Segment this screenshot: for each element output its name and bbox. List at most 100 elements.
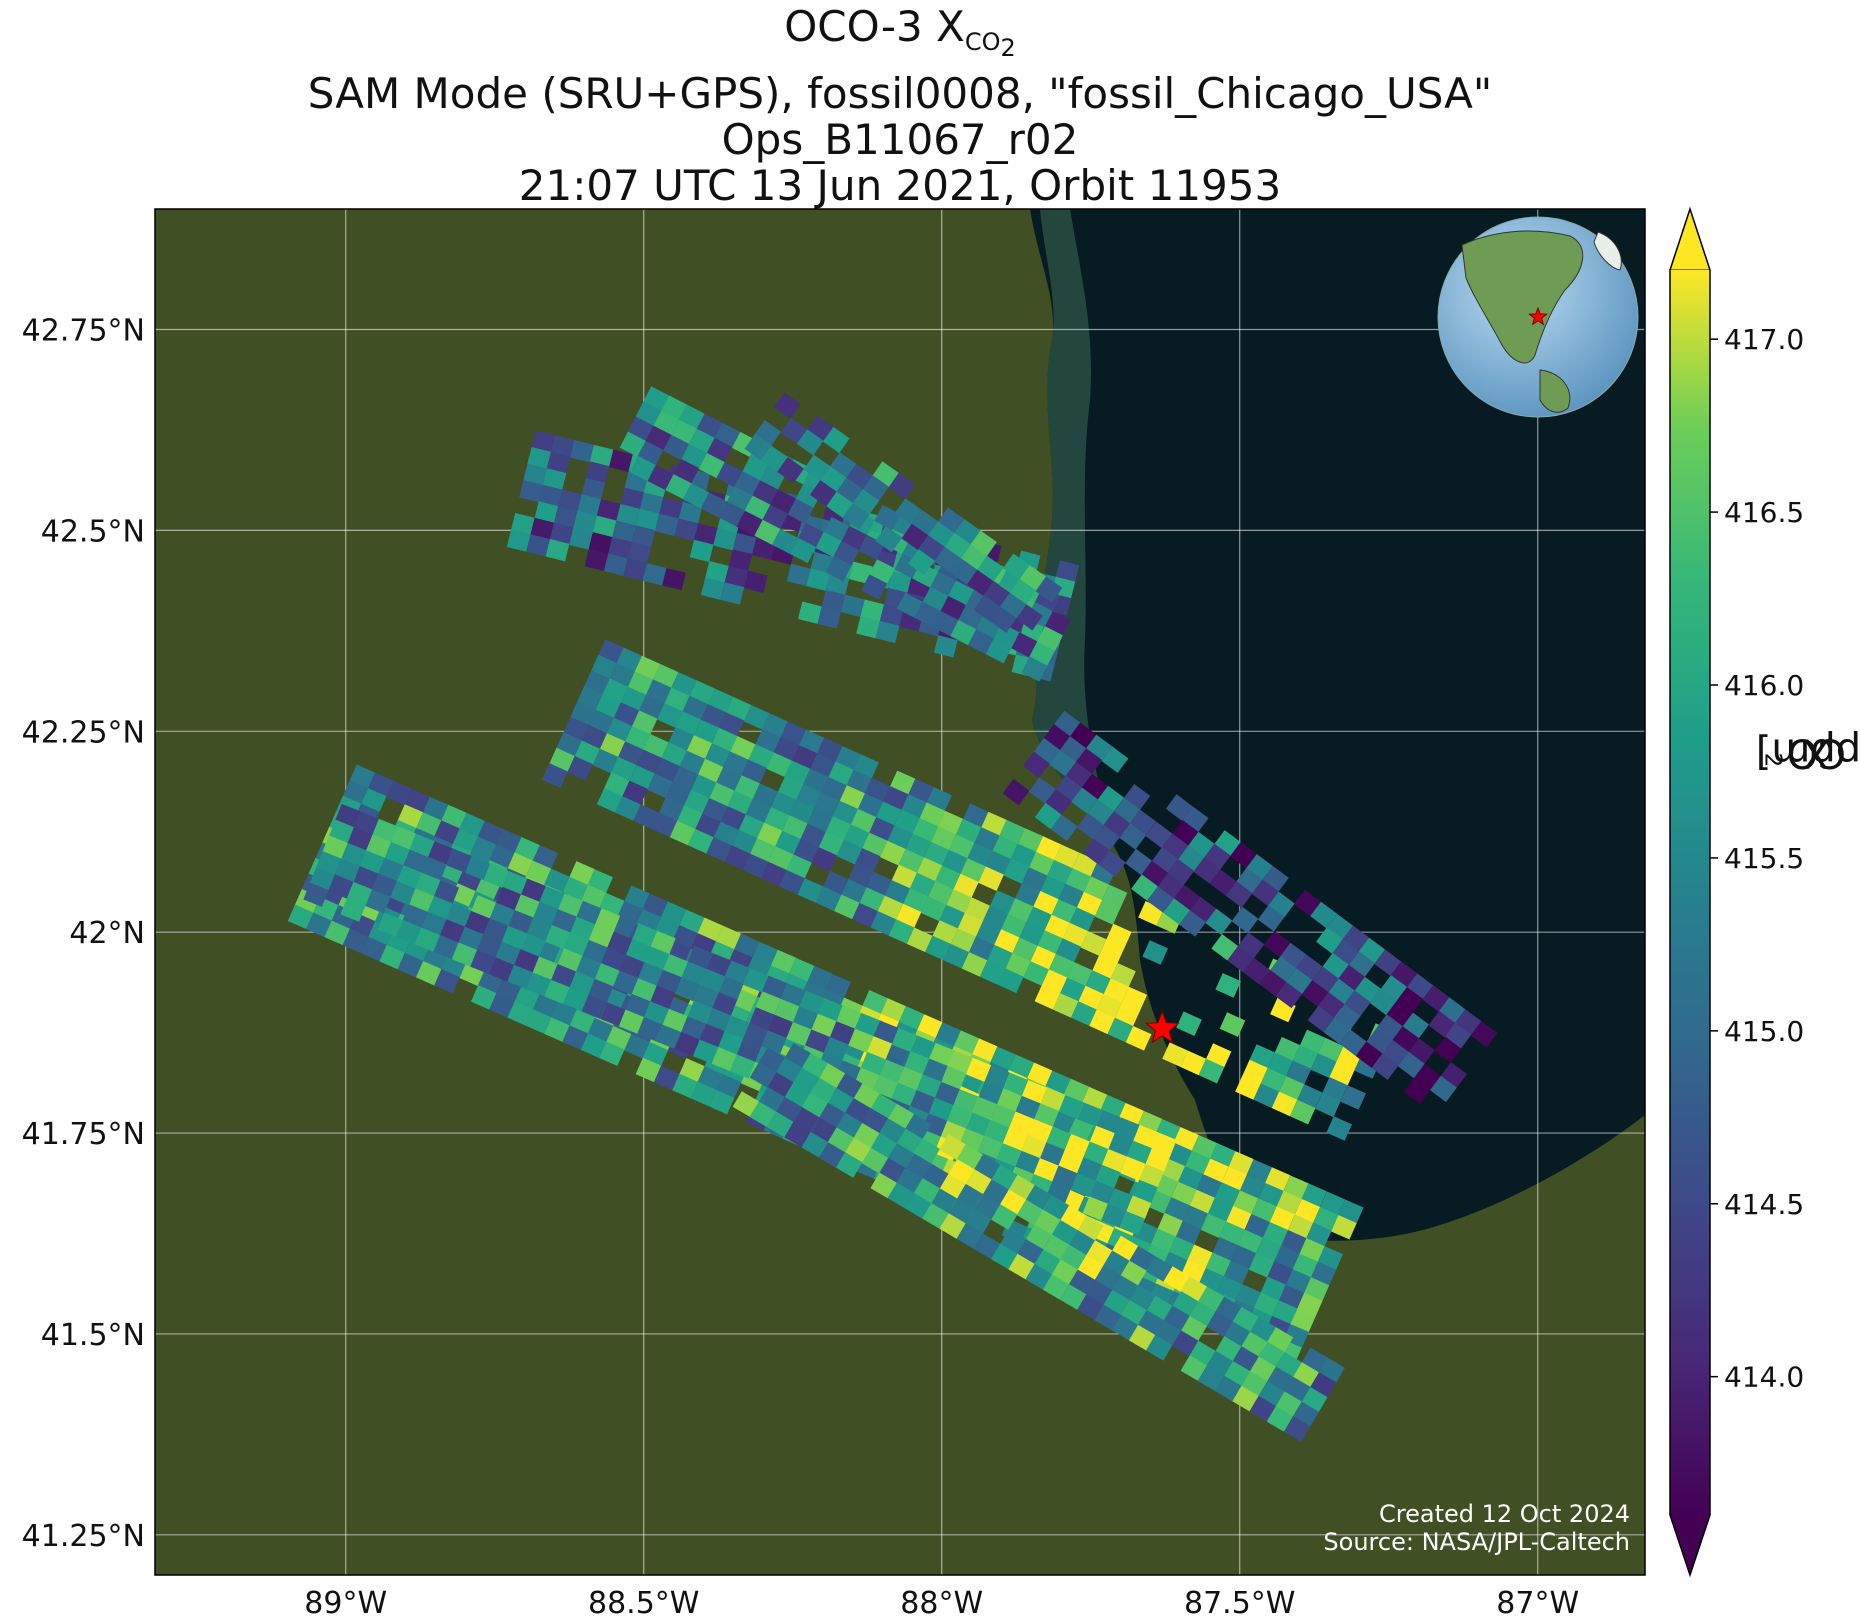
target-star-shape xyxy=(1144,1010,1180,1044)
sounding-cell xyxy=(1111,1314,1139,1341)
sounding-cell xyxy=(985,638,1012,664)
sounding-cell xyxy=(633,804,660,830)
sounding-cell xyxy=(1428,1010,1456,1038)
sounding-cell xyxy=(1267,891,1295,918)
sounding-cell xyxy=(538,484,563,508)
sounding-cell xyxy=(631,978,657,1003)
sounding-cell xyxy=(706,837,732,862)
sounding-cell xyxy=(1434,1036,1462,1063)
sounding-cell xyxy=(1045,789,1072,816)
sounding-cell xyxy=(523,463,547,486)
sounding-cell xyxy=(786,1022,812,1047)
sounding-cell xyxy=(1033,1103,1060,1128)
sounding-cell xyxy=(510,512,535,536)
sounding-cell xyxy=(1444,1022,1472,1050)
sounding-cell xyxy=(849,561,873,584)
sounding-cell xyxy=(599,1041,625,1066)
sounding-cell xyxy=(760,861,787,887)
sounding-cell xyxy=(1172,1330,1199,1357)
globe-star-shape xyxy=(1528,306,1548,326)
sounding-cell xyxy=(742,1022,769,1048)
sounding-cell xyxy=(874,504,901,530)
sounding-cell xyxy=(365,834,392,859)
sounding-cell xyxy=(488,957,515,982)
title-line-3: Ops_B11067_r02 xyxy=(721,115,1079,165)
sounding-cell xyxy=(875,620,900,644)
sounding-cell xyxy=(823,1037,849,1062)
sounding-cell xyxy=(941,1066,967,1091)
sounding-cell xyxy=(965,1057,992,1082)
sounding-cell xyxy=(971,1096,998,1121)
sounding-cell xyxy=(470,895,497,920)
sounding-cell xyxy=(507,1001,534,1026)
sounding-cell xyxy=(787,498,814,524)
sounding-cell xyxy=(736,510,763,536)
globe-star-icon xyxy=(1528,306,1548,326)
sounding-cell xyxy=(910,1035,936,1060)
greenland-shape xyxy=(1593,231,1622,271)
sounding-cell xyxy=(991,1243,1018,1270)
sounding-cell xyxy=(950,620,977,646)
sounding-cell xyxy=(939,1134,966,1160)
sounding-cell xyxy=(744,434,772,461)
sounding-cell xyxy=(692,1039,719,1064)
sounding-cell xyxy=(1161,833,1189,860)
sounding-cell xyxy=(798,601,822,624)
sounding-cell xyxy=(340,897,366,922)
sounding-cell xyxy=(386,780,412,806)
sounding-cell xyxy=(631,525,656,548)
sounding-cell xyxy=(489,993,515,1018)
sounding-cell xyxy=(916,1074,942,1099)
sounding-cell xyxy=(879,604,904,627)
sounding-cell xyxy=(922,1202,949,1229)
sounding-cell xyxy=(1077,1294,1104,1321)
sounding-cell xyxy=(789,537,817,564)
sounding-cell xyxy=(526,534,550,557)
sounding-cell xyxy=(567,755,594,781)
sounding-cell xyxy=(852,489,880,516)
sounding-cell xyxy=(908,549,935,576)
sounding-cell xyxy=(1076,1157,1103,1182)
sounding-cell xyxy=(1043,724,1071,751)
sounding-cell xyxy=(796,429,824,456)
sounding-cell xyxy=(1146,1334,1173,1361)
sounding-cell xyxy=(797,878,824,903)
sounding-cell xyxy=(476,934,502,959)
sounding-cell xyxy=(647,465,674,491)
sounding-cell xyxy=(1215,973,1242,998)
sounding-cell xyxy=(1163,1266,1190,1292)
sounding-cell xyxy=(631,923,658,948)
lat-tick-label: 42°N xyxy=(69,916,145,951)
sounding-cell xyxy=(557,489,582,512)
sounding-cell xyxy=(589,444,614,468)
sounding-cell xyxy=(960,544,988,571)
sounding-cell xyxy=(563,987,589,1012)
sounding-cell xyxy=(1237,932,1265,959)
sounding-cell xyxy=(557,893,584,918)
sounding-cell xyxy=(678,501,703,525)
sounding-cell xyxy=(821,589,846,613)
sounding-cell xyxy=(570,440,594,463)
sounding-cell xyxy=(953,1089,979,1114)
sounding-cell xyxy=(643,1001,669,1026)
sounding-cell xyxy=(451,942,478,967)
sounding-cell xyxy=(950,558,978,585)
axis-ticks: 89°W 88.5°W 88°W 87.5°W 87°W 41.25°N 41.5°N 41.… xyxy=(22,314,1579,1619)
sounding-cell xyxy=(446,848,472,873)
sounding-cell xyxy=(1249,1395,1276,1422)
sounding-cell xyxy=(724,845,751,871)
sounding-cell xyxy=(562,1025,588,1050)
sounding-cell xyxy=(861,574,888,600)
sounding-cell xyxy=(1231,906,1259,934)
sounding-cell xyxy=(527,446,551,470)
sounding-cell xyxy=(1021,1134,1047,1160)
sounding-cell xyxy=(687,1000,713,1025)
sounding-cell xyxy=(956,1223,983,1249)
sounding-cell xyxy=(880,840,906,866)
sounding-cell xyxy=(1332,939,1359,966)
sounding-cell xyxy=(581,994,607,1019)
sounding-cell xyxy=(998,968,1024,994)
sounding-cell xyxy=(1294,889,1321,917)
sounding-cell xyxy=(615,796,641,821)
sounding-cell xyxy=(829,1021,855,1046)
